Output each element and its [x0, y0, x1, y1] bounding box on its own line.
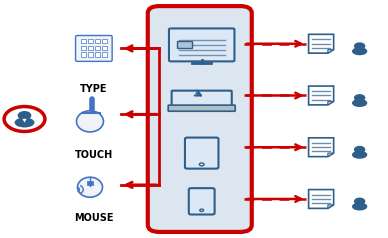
Circle shape — [355, 95, 365, 101]
Bar — [95, 39, 100, 44]
FancyBboxPatch shape — [189, 188, 215, 214]
FancyBboxPatch shape — [171, 91, 232, 107]
FancyBboxPatch shape — [169, 28, 234, 61]
Polygon shape — [328, 205, 334, 208]
Ellipse shape — [76, 111, 104, 132]
FancyBboxPatch shape — [168, 105, 235, 111]
Ellipse shape — [353, 203, 367, 210]
Polygon shape — [308, 138, 334, 157]
Circle shape — [355, 147, 365, 153]
Bar — [88, 39, 93, 44]
Circle shape — [355, 198, 365, 204]
Bar — [81, 39, 86, 44]
Wedge shape — [23, 119, 27, 123]
Text: TYPE: TYPE — [80, 84, 107, 94]
FancyBboxPatch shape — [185, 138, 218, 169]
Bar — [102, 39, 107, 44]
Ellipse shape — [353, 48, 367, 55]
Text: MOUSE: MOUSE — [74, 213, 114, 223]
FancyBboxPatch shape — [148, 6, 252, 232]
Polygon shape — [328, 101, 334, 105]
Bar — [95, 52, 100, 57]
Bar — [177, 41, 192, 49]
Bar — [102, 46, 107, 50]
Bar — [81, 46, 86, 50]
Circle shape — [18, 112, 31, 119]
Bar — [102, 52, 107, 57]
Circle shape — [200, 209, 204, 211]
Bar — [95, 46, 100, 50]
FancyBboxPatch shape — [76, 35, 112, 61]
Polygon shape — [308, 86, 334, 105]
Bar — [88, 46, 93, 50]
Circle shape — [4, 107, 45, 131]
Circle shape — [199, 163, 204, 166]
Ellipse shape — [353, 151, 367, 158]
Text: TOUCH: TOUCH — [75, 149, 113, 159]
Bar — [88, 52, 93, 57]
Ellipse shape — [353, 100, 367, 106]
Ellipse shape — [78, 177, 102, 197]
Polygon shape — [308, 189, 334, 208]
Circle shape — [355, 43, 365, 49]
Polygon shape — [328, 153, 334, 157]
Polygon shape — [308, 34, 334, 53]
Ellipse shape — [15, 118, 34, 127]
Bar — [81, 52, 86, 57]
Polygon shape — [328, 50, 334, 53]
Bar — [87, 181, 93, 185]
